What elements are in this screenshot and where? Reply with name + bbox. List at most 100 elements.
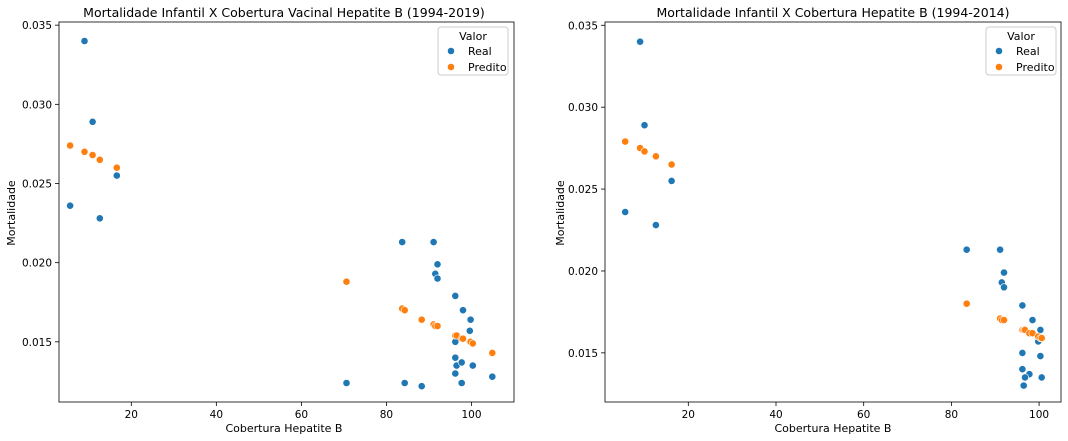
data-point-real: [636, 37, 644, 46]
data-point-real: [95, 214, 104, 223]
data-point-real: [1018, 301, 1027, 310]
x-tick-label: 100: [461, 409, 481, 421]
data-point-real: [88, 117, 97, 126]
data-point-real: [400, 379, 409, 387]
data-point-real: [112, 171, 121, 180]
legend-marker-predito: [447, 63, 455, 71]
data-point-real: [433, 260, 442, 269]
x-tick-label: 100: [1029, 409, 1049, 421]
data-point-predito: [417, 315, 426, 324]
data-point-predito: [80, 147, 89, 156]
data-point-predito: [66, 141, 74, 150]
data-point-real: [457, 358, 466, 367]
y-tick-label: 0.015: [22, 337, 52, 349]
data-point-real: [342, 379, 351, 387]
data-point-real: [457, 379, 466, 387]
data-point-real: [80, 37, 89, 45]
legend: Valor Real Predito: [985, 26, 1057, 76]
legend-marker-real: [995, 47, 1003, 55]
data-point-real: [459, 306, 467, 315]
data-point-real: [962, 245, 971, 254]
data-point-real: [398, 238, 407, 246]
data-point-predito: [342, 277, 351, 286]
data-point-predito: [468, 339, 477, 348]
y-tick-label: 0.035: [568, 20, 598, 32]
legend-label-real: Real: [468, 45, 492, 58]
data-point-predito: [962, 299, 971, 308]
data-point-predito: [1037, 334, 1046, 342]
data-point-real: [1037, 373, 1046, 382]
data-point-predito: [459, 334, 467, 343]
data-point-real: [451, 353, 460, 362]
data-point-real: [640, 121, 649, 130]
x-tick-label: 40: [769, 409, 782, 421]
chart-1994-2014: Mortalidade Infantil X Cobertura Hepatit…: [554, 5, 1062, 435]
data-point-real: [1036, 352, 1045, 360]
data-point-real: [1036, 325, 1045, 334]
series-real: [66, 37, 497, 391]
x-tick-label: 80: [380, 409, 393, 421]
y-tick-label: 0.020: [22, 258, 52, 270]
data-point-real: [1000, 268, 1008, 277]
data-point-predito: [488, 348, 497, 357]
data-point-predito: [1028, 329, 1037, 338]
data-point-real: [1028, 316, 1037, 324]
chart-1994-2019: Mortalidade Infantil X Cobertura Vacinal…: [5, 5, 515, 435]
data-point-real: [451, 291, 460, 300]
x-tick-label: 80: [945, 409, 958, 421]
data-point-real: [1000, 283, 1008, 292]
y-tick-label: 0.015: [568, 348, 598, 360]
legend-title: Valor: [459, 30, 487, 43]
data-point-real: [465, 326, 474, 335]
data-point-real: [1021, 373, 1029, 382]
data-point-real: [1018, 348, 1027, 357]
y-axis-label: Mortalidade: [554, 180, 567, 246]
data-point-real: [1019, 381, 1028, 390]
legend-label-predito: Predito: [468, 61, 507, 74]
legend-title: Valor: [1007, 30, 1035, 43]
series-predito: [621, 137, 1046, 342]
data-point-real: [468, 361, 477, 370]
x-axis-label: Cobertura Hepatite B: [775, 422, 892, 435]
y-tick-label: 0.030: [22, 99, 52, 111]
data-point-predito: [433, 322, 442, 330]
chart-title: Mortalidade Infantil X Cobertura Vacinal…: [83, 5, 485, 20]
y-tick-label: 0.025: [22, 179, 52, 191]
data-point-real: [667, 176, 676, 185]
plot-frame: [58, 21, 515, 403]
data-point-real: [652, 221, 660, 229]
data-point-predito: [95, 155, 104, 164]
x-tick-label: 20: [125, 409, 138, 421]
data-point-predito: [667, 160, 676, 169]
data-point-real: [488, 372, 497, 381]
legend-label-real: Real: [1016, 45, 1040, 58]
plot-frame: [604, 21, 1062, 403]
data-point-predito: [400, 306, 409, 315]
x-axis-label: Cobertura Hepatite B: [226, 422, 343, 435]
y-tick-label: 0.020: [568, 266, 598, 278]
y-axis-label: Mortalidade: [5, 180, 18, 246]
data-point-real: [1018, 365, 1027, 374]
data-point-predito: [640, 147, 649, 156]
data-point-predito: [621, 137, 630, 146]
legend: Valor Real Predito: [437, 26, 509, 76]
chart-title: Mortalidade Infantil X Cobertura Hepatit…: [656, 5, 1009, 20]
data-point-real: [429, 238, 438, 246]
data-point-real: [621, 208, 630, 216]
data-point-real: [466, 315, 475, 324]
x-tick-label: 40: [210, 409, 223, 421]
legend-box: [985, 26, 1057, 76]
data-point-predito: [652, 152, 660, 161]
data-point-predito: [88, 151, 97, 159]
y-tick-label: 0.030: [568, 102, 598, 114]
x-tick-label: 60: [295, 409, 308, 421]
data-point-predito: [1000, 316, 1008, 324]
data-point-real: [451, 369, 460, 378]
data-point-real: [433, 274, 442, 283]
data-point-predito: [112, 163, 121, 172]
legend-box: [437, 26, 509, 76]
data-point-real: [996, 245, 1004, 254]
data-point-real: [417, 382, 426, 391]
